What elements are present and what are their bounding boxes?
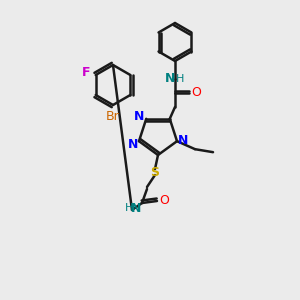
Text: Br: Br (106, 110, 120, 122)
Text: N: N (131, 202, 141, 214)
Text: S: S (151, 166, 160, 178)
Text: N: N (178, 134, 188, 147)
Text: H: H (125, 203, 133, 213)
Text: F: F (81, 67, 90, 80)
Text: O: O (191, 86, 201, 100)
Text: N: N (128, 138, 138, 151)
Text: N: N (134, 110, 144, 123)
Text: H: H (176, 74, 184, 84)
Text: N: N (165, 73, 175, 85)
Text: O: O (159, 194, 169, 208)
